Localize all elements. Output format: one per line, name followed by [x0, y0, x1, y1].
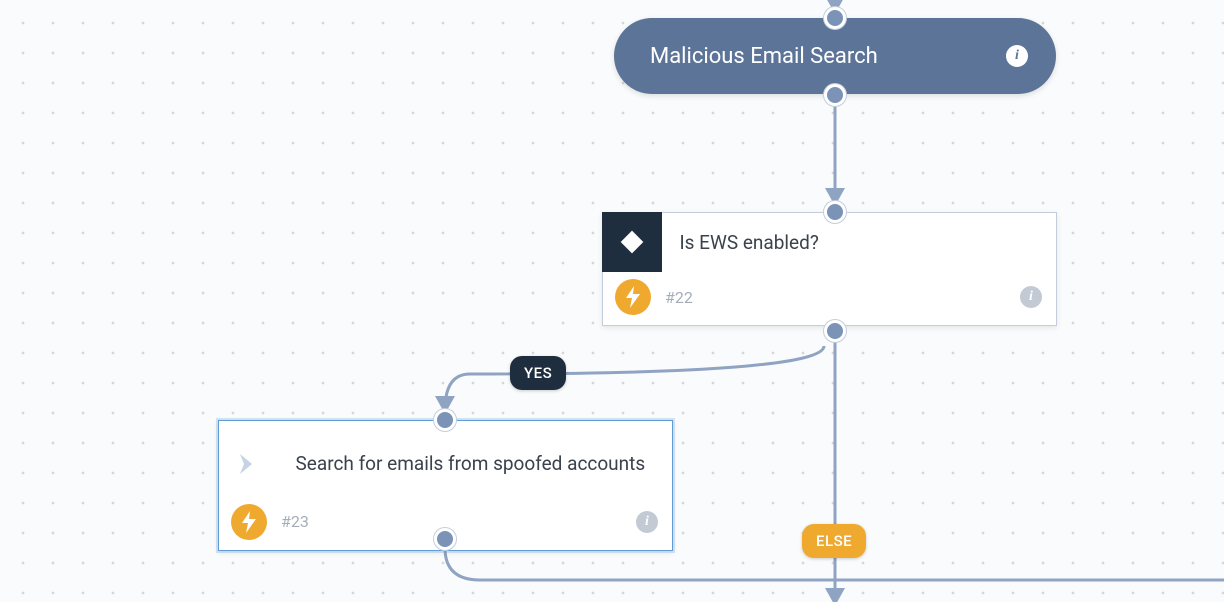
port-top[interactable]	[824, 201, 846, 223]
decision-title: Is EWS enabled?	[680, 230, 1039, 256]
chevron-icon	[218, 434, 278, 494]
info-icon[interactable]: i	[1020, 286, 1042, 308]
decision-node-ews[interactable]: Is EWS enabled? #22 i	[602, 212, 1057, 326]
task-number: #22	[665, 288, 1006, 307]
info-icon[interactable]: i	[1006, 45, 1028, 67]
card-header: Search for emails from spoofed accounts	[219, 421, 672, 498]
task-title: Search for emails from spoofed accounts	[296, 451, 655, 477]
section-header-label: Malicious Email Search	[650, 44, 878, 69]
port-top[interactable]	[434, 409, 456, 431]
branch-label-else: ELSE	[802, 524, 866, 558]
port-bottom[interactable]	[824, 320, 846, 342]
port-bottom[interactable]	[434, 528, 456, 550]
port-top[interactable]	[824, 7, 846, 29]
port-bottom[interactable]	[824, 84, 846, 106]
diamond-icon	[602, 212, 662, 272]
bolt-icon	[615, 279, 651, 315]
branch-label-yes: YES	[510, 356, 566, 390]
card-footer: #22 i	[603, 273, 1056, 325]
task-number: #23	[281, 512, 622, 531]
info-icon[interactable]: i	[636, 511, 658, 533]
section-header-node[interactable]: Malicious Email Search i	[614, 18, 1056, 94]
bolt-icon	[231, 504, 267, 540]
